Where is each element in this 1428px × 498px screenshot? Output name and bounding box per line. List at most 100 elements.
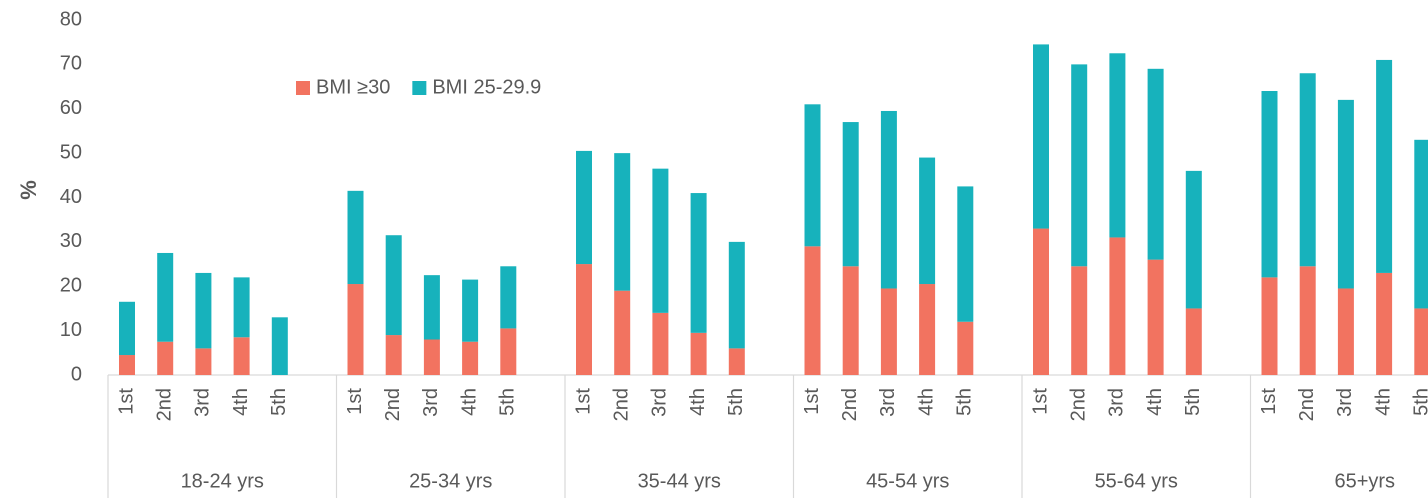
- bar-segment: [576, 264, 592, 375]
- bar-segment: [1071, 64, 1088, 267]
- x-tick-label: 2nd: [839, 388, 861, 421]
- bar-segment: [614, 290, 631, 375]
- bar-segment: [423, 275, 440, 340]
- x-tick-label: 4th: [458, 388, 480, 416]
- bar-segment: [880, 110, 897, 289]
- group-label: 35-44 yrs: [638, 470, 721, 492]
- legend-swatch: [412, 81, 427, 95]
- group-label: 55-64 yrs: [1095, 470, 1178, 492]
- bar-segment: [1185, 170, 1202, 309]
- bar-segment: [1185, 308, 1202, 375]
- bar-segment: [119, 355, 135, 375]
- bar-segment: [1299, 73, 1316, 267]
- x-tick-label: 4th: [915, 388, 937, 416]
- x-tick-label: 1st: [572, 388, 594, 415]
- bar-segment: [500, 266, 517, 329]
- bar-segment: [119, 301, 135, 356]
- x-tick-label: 4th: [230, 388, 252, 416]
- y-tick-label: 80: [60, 8, 82, 30]
- bar-segment: [880, 288, 897, 375]
- bar-segment: [500, 328, 517, 375]
- bar-segment: [1071, 266, 1088, 375]
- bar-segment: [385, 335, 402, 375]
- bar-segment: [652, 312, 669, 375]
- bar-segment: [1147, 259, 1164, 375]
- bar-segment: [157, 252, 174, 342]
- y-tick-label: 20: [60, 275, 82, 297]
- x-tick-label: 4th: [1372, 388, 1394, 416]
- bar-segment: [1261, 277, 1278, 375]
- bar-segment: [157, 341, 174, 375]
- y-tick-label: 50: [60, 141, 82, 163]
- group-label: 65+yrs: [1334, 470, 1395, 492]
- bar-segment: [423, 339, 440, 375]
- bar-segment: [1261, 91, 1278, 278]
- x-tick-label: 3rd: [649, 388, 671, 417]
- x-tick-label: 4th: [687, 388, 709, 416]
- bar-segment: [1376, 59, 1393, 273]
- x-tick-label: 2nd: [1296, 388, 1318, 421]
- bar-segment: [1109, 237, 1126, 375]
- bar-segment: [1033, 228, 1049, 375]
- bar-segment: [1376, 272, 1393, 375]
- bar-segment: [462, 341, 479, 375]
- y-tick-label: 10: [60, 319, 82, 341]
- bar-segment: [233, 277, 250, 338]
- y-tick-label: 30: [60, 230, 82, 252]
- y-tick-label: 0: [71, 363, 82, 385]
- x-tick-label: 2nd: [153, 388, 175, 421]
- bar-segment: [728, 348, 745, 375]
- x-tick-label: 3rd: [420, 388, 442, 417]
- bar-segment: [1414, 139, 1428, 309]
- bar-segment: [1147, 68, 1164, 260]
- x-tick-label: 2nd: [382, 388, 404, 421]
- x-tick-label: 3rd: [192, 388, 214, 417]
- bar-segment: [728, 241, 745, 349]
- bar-segment: [195, 348, 212, 375]
- x-tick-label: 1st: [115, 388, 137, 415]
- bar-segment: [271, 317, 288, 375]
- bar-segment: [957, 321, 974, 375]
- x-tick-label: 5th: [1182, 388, 1204, 416]
- x-tick-label: 5th: [954, 388, 976, 416]
- x-tick-label: 5th: [725, 388, 747, 416]
- bar-segment: [385, 235, 402, 336]
- group-label: 18-24 yrs: [181, 470, 264, 492]
- x-tick-label: 1st: [1029, 388, 1051, 415]
- x-tick-label: 2nd: [610, 388, 632, 421]
- y-tick-label: 70: [60, 53, 82, 75]
- x-tick-label: 2nd: [1067, 388, 1089, 421]
- bar-segment: [652, 168, 669, 313]
- bar-segment: [919, 157, 936, 285]
- bar-segment: [842, 122, 859, 267]
- legend-swatch: [296, 81, 310, 95]
- group-label: 45-54 yrs: [866, 470, 949, 492]
- y-tick-label: 60: [60, 97, 82, 119]
- x-tick-label: 1st: [344, 388, 366, 415]
- bar-segment: [347, 190, 364, 285]
- bar-segment: [233, 337, 250, 375]
- bar-segment: [919, 284, 936, 375]
- x-tick-label: 3rd: [1334, 388, 1356, 417]
- bar-segment: [462, 279, 479, 342]
- bar-segment: [1337, 99, 1354, 289]
- bar-segment: [804, 104, 821, 247]
- bar-segment: [804, 246, 821, 375]
- bar-segment: [957, 186, 974, 322]
- bar-segment: [347, 284, 364, 375]
- x-tick-label: 1st: [1258, 388, 1280, 415]
- bar-segment: [576, 150, 592, 265]
- x-tick-label: 1st: [801, 388, 823, 415]
- bar-segment: [1414, 308, 1428, 375]
- bar-segment: [1299, 266, 1316, 375]
- legend-label: BMI 25-29.9: [432, 76, 541, 98]
- x-tick-label: 3rd: [877, 388, 899, 417]
- x-tick-label: 5th: [268, 388, 290, 416]
- bar-segment: [195, 272, 212, 349]
- group-label: 25-34 yrs: [409, 470, 492, 492]
- bar-segment: [690, 193, 707, 333]
- bar-segment: [690, 332, 707, 375]
- x-tick-label: 3rd: [1106, 388, 1128, 417]
- bar-segment: [1337, 288, 1354, 375]
